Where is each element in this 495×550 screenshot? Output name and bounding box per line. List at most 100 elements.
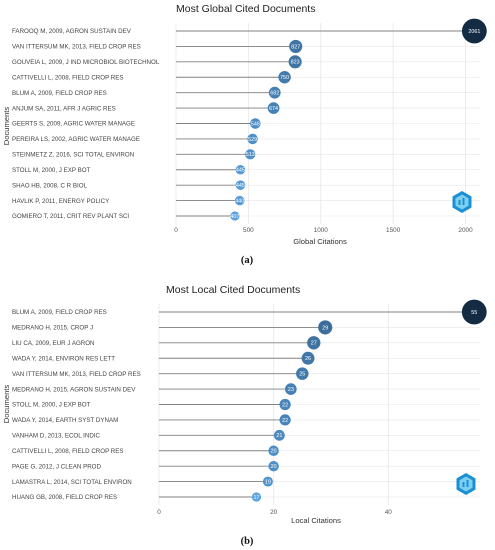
value-label: 682 xyxy=(270,91,279,97)
value-label: 25 xyxy=(299,372,305,378)
lollipop-point xyxy=(268,460,279,472)
lollipop-point xyxy=(268,445,279,456)
x-tick-label: 20 xyxy=(270,509,278,516)
lollipop-point xyxy=(318,320,333,335)
value-label: 2061 xyxy=(468,29,480,35)
value-label: 445 xyxy=(236,168,245,174)
category-label: VANHAM D, 2013, ECOL INDIC xyxy=(12,433,101,440)
value-label: 27 xyxy=(311,341,317,347)
x-tick-label: 500 xyxy=(243,227,254,234)
category-label: STEINMETZ Z, 2016, SCI TOTAL ENVIRON xyxy=(12,152,134,159)
lollipop-point xyxy=(273,429,285,441)
lollipop-point xyxy=(251,492,262,502)
value-label: 29 xyxy=(322,325,328,331)
category-label: GOUVEIA L, 2009, J IND MICROBIOL BIOTECH… xyxy=(12,59,160,66)
lollipop-point xyxy=(278,71,291,84)
value-label: 513 xyxy=(246,152,255,158)
category-label: CATTIVELLI L, 2008, FIELD CROP RES xyxy=(12,74,124,81)
lollipop-point xyxy=(285,383,297,395)
lollipop-point xyxy=(267,102,280,114)
value-label: 17 xyxy=(253,495,259,501)
value-label: 440 xyxy=(235,198,244,204)
panel-b-x-ticks: 0 20 40 xyxy=(157,509,392,516)
lollipop-point xyxy=(461,299,487,325)
panel-a-caption: (a) xyxy=(241,255,254,266)
lollipop-point xyxy=(279,398,291,411)
panel-a-global-cited: Most Global Cited Documents 2061 827 823 75… xyxy=(2,3,487,266)
panel-a-x-axis-label: Global Citations xyxy=(293,237,347,246)
lollipop-point xyxy=(461,18,487,44)
value-label: 750 xyxy=(280,75,289,81)
category-label: BLUM A, 2009, FIELD CROP RES xyxy=(12,309,107,316)
lollipop-point xyxy=(235,164,246,175)
panel-b-caption: (b) xyxy=(241,536,254,547)
lollipop-point xyxy=(247,133,258,145)
lollipop-point xyxy=(245,149,256,160)
category-label: BLUM A, 2009, FIELD CROP RES xyxy=(12,90,107,97)
category-label: ANJUM SA, 2011, AFR J AGRIC RES xyxy=(12,105,116,112)
x-tick-label: 2000 xyxy=(458,227,473,234)
value-label: 55 xyxy=(471,310,477,316)
category-label: SHAO HB, 2008, C R BIOL xyxy=(12,182,88,189)
category-label: MEDRANO H, 2015, AGRON SUSTAIN DEV xyxy=(12,386,136,393)
category-label: WADA Y, 2014, EARTH SYST DYNAM xyxy=(12,417,118,424)
value-label: 20 xyxy=(271,449,277,455)
category-label: PAGE G, 2012, J CLEAN PROD xyxy=(12,463,101,470)
value-label: 22 xyxy=(282,418,288,424)
panel-b-points: 55 29 27 26 25 23 22 22 21 20 20 19 17 xyxy=(251,299,487,502)
category-label: HAVLIK P, 2011, ENERGY POLICY xyxy=(12,198,109,205)
lollipop-point xyxy=(301,351,315,365)
value-label: 674 xyxy=(269,106,278,112)
panel-b-local-cited: Most Local Cited Documents 55 29 27 26 25 23 2… xyxy=(2,284,487,547)
value-label: 407 xyxy=(230,214,239,220)
category-label: GOMIERO T, 2011, CRIT REV PLANT SCI xyxy=(12,213,129,220)
lollipop-point xyxy=(262,476,273,487)
lollipop-point xyxy=(268,86,281,99)
category-label: STOLL M, 2000, J EXP BOT xyxy=(12,167,91,174)
x-tick-label: 1000 xyxy=(314,227,329,234)
lollipop-point xyxy=(235,180,246,190)
panel-a-points: 2061 827 823 750 682 674 548 529 513 445 445 440 407 xyxy=(230,18,487,221)
lollipop-point xyxy=(307,336,321,350)
category-label: VAN ITTERSUM MK, 2013, FIELD CROP RES xyxy=(12,44,141,51)
value-label: 26 xyxy=(305,356,311,362)
value-label: 22 xyxy=(282,402,288,408)
value-label: 19 xyxy=(265,479,271,485)
panel-b-stems xyxy=(159,311,475,498)
value-label: 548 xyxy=(251,121,260,127)
x-tick-label: 1500 xyxy=(386,227,401,234)
category-label: WADA Y, 2014, ENVIRON RES LETT xyxy=(12,355,115,362)
lollipop-point xyxy=(230,211,240,221)
lollipop-point xyxy=(250,118,261,129)
category-label: MEDRANO H, 2015, CROP J xyxy=(12,325,93,332)
panel-b-title: Most Local Cited Documents xyxy=(166,284,300,296)
lollipop-point xyxy=(288,55,302,69)
lollipop-point xyxy=(279,414,291,426)
category-label: VAN ITTERSUM MK, 2013, FIELD CROP RES xyxy=(12,371,141,378)
value-label: 20 xyxy=(271,464,277,470)
panel-a-stems xyxy=(176,30,475,217)
x-tick-label: 40 xyxy=(385,509,393,516)
x-tick-label: 0 xyxy=(174,227,178,234)
category-label: CATTIVELLI L, 2008, FIELD CROP RES xyxy=(12,448,124,455)
panel-b-category-labels: BLUM A, 2009, FIELD CROP RES MEDRANO H, 2… xyxy=(12,309,141,501)
lollipop-point xyxy=(234,195,245,206)
value-label: 445 xyxy=(236,183,245,189)
category-label: HUANG GB, 2008, FIELD CROP RES xyxy=(12,494,117,501)
x-tick-label: 0 xyxy=(157,509,161,516)
category-label: FAROOQ M, 2009, AGRON SUSTAIN DEV xyxy=(12,28,132,35)
value-label: 529 xyxy=(248,137,257,143)
category-label: LAMASTRA L, 2014, SCI TOTAL ENVIRON xyxy=(12,479,132,486)
panel-a-y-axis-label: Documents xyxy=(2,107,11,146)
value-label: 23 xyxy=(288,387,294,393)
value-label: 827 xyxy=(291,44,300,50)
panel-a-logo-icon xyxy=(452,191,472,213)
category-label: PEREIRA LS, 2002, AGRIC WATER MANAGE xyxy=(12,136,140,143)
lollipop-point xyxy=(289,39,303,53)
lollipop-point xyxy=(296,367,309,380)
category-label: STOLL M, 2000, J EXP BOT xyxy=(12,402,91,409)
value-label: 823 xyxy=(291,60,300,66)
category-label: LIU CA, 2009, EUR J AGRON xyxy=(12,340,95,347)
value-label: 21 xyxy=(276,433,282,439)
